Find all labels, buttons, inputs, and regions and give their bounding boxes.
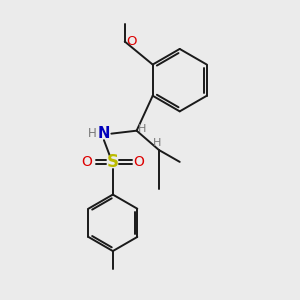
Text: O: O <box>126 35 137 48</box>
Text: O: O <box>82 155 92 169</box>
Text: S: S <box>107 153 119 171</box>
Text: H: H <box>138 124 146 134</box>
Text: O: O <box>133 155 144 169</box>
Text: H: H <box>88 127 97 140</box>
Text: N: N <box>98 126 110 141</box>
Text: H: H <box>153 139 162 148</box>
